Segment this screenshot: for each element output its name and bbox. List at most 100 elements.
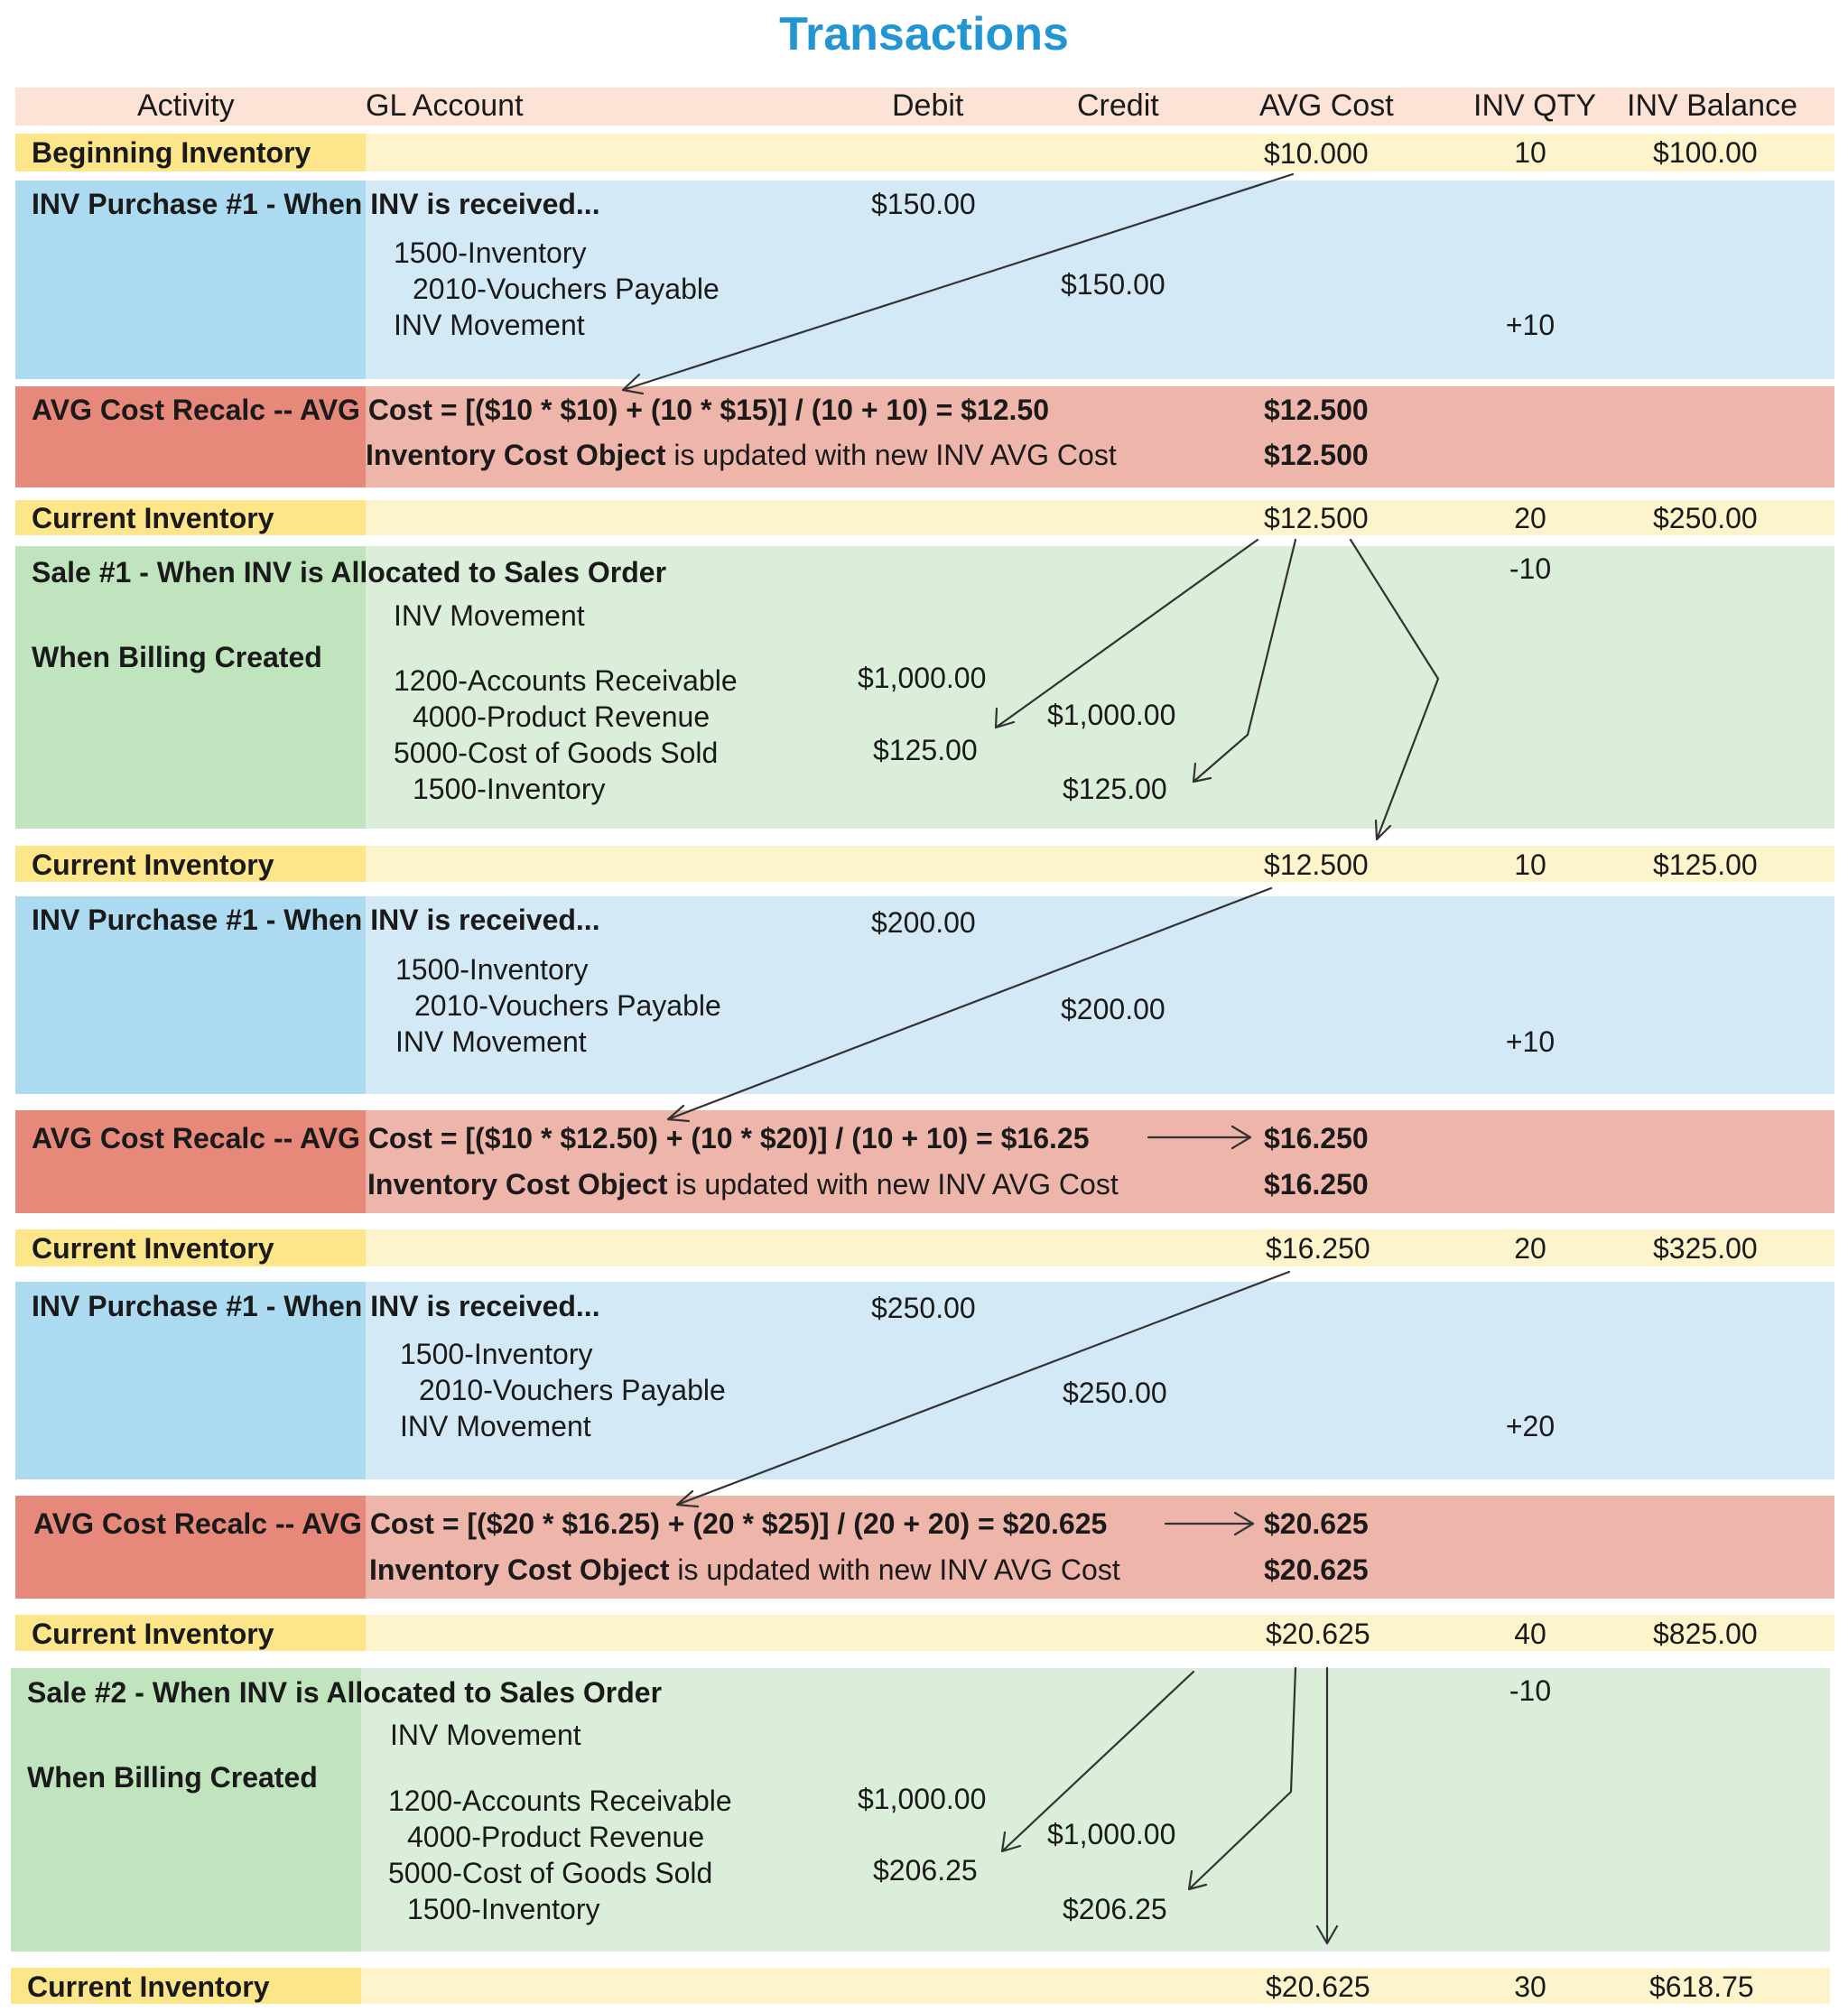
inventory-row-avg-cost: $20.625 [1266,1970,1370,2003]
sale-revenue-credit: $1,000.00 [1047,1818,1176,1850]
sale-revenue-credit: $1,000.00 [1047,699,1176,731]
recalc-note-text: is updated with new INV AVG Cost [667,1168,1119,1201]
purchase-account-vouchers: 2010-Vouchers Payable [414,989,721,1022]
purchase-activity-label: INV Purchase #1 - When INV is received..… [32,904,600,936]
inventory-row-balance: $618.75 [1649,1970,1754,2003]
recalc-activity-cell [15,1110,366,1213]
purchase-qty: +10 [1505,1025,1555,1058]
inventory-row-qty: 10 [1514,848,1546,881]
purchase-account-inventory: 1500-Inventory [400,1338,593,1370]
column-header-avg-cost: AVG Cost [1259,88,1394,123]
purchase-credit: $150.00 [1061,268,1165,301]
recalc-band [366,386,1834,487]
sale-billing-label: When Billing Created [32,641,322,673]
purchase-account-vouchers: 2010-Vouchers Payable [419,1374,726,1406]
recalc-avg-cost: $16.250 [1264,1122,1369,1154]
inventory-row-avg-cost: $12.500 [1264,502,1369,534]
purchase-inv-movement: INV Movement [400,1410,591,1442]
sale-activity-cell [11,1668,361,1952]
inventory-row-label: Current Inventory [32,502,274,534]
inventory-row-balance: $325.00 [1653,1232,1758,1265]
inventory-row-label-cell [15,846,366,882]
inventory-row-label: Current Inventory [32,1232,274,1265]
inventory-row-label-cell [15,1615,366,1651]
purchase-account-inventory: 1500-Inventory [395,953,589,986]
inventory-row-band [366,846,1834,882]
inventory-row-band [366,1615,1834,1651]
inventory-row-avg-cost: $16.250 [1266,1232,1370,1265]
purchase-qty: +10 [1505,309,1555,341]
column-header-bar [15,88,1834,125]
column-header-debit: Debit [892,88,964,123]
purchase-activity-cell [15,896,366,1094]
inventory-row-qty: 20 [1514,1232,1546,1265]
inventory-row-label-cell [15,1229,366,1266]
sale-account-revenue: 4000-Product Revenue [407,1821,705,1853]
purchase-activity-cell [15,181,366,379]
inventory-row-band [361,1968,1830,2004]
sale-ar-debit: $1,000.00 [858,1783,987,1815]
inventory-row-balance: $250.00 [1653,502,1758,534]
purchase-inv-movement: INV Movement [394,309,585,341]
purchase-account-inventory: 1500-Inventory [394,236,587,269]
purchase-debit: $150.00 [871,188,976,220]
purchase-debit: $200.00 [871,906,976,939]
purchase-credit: $250.00 [1063,1377,1167,1409]
sale-inventory-credit: $206.25 [1063,1893,1167,1925]
sale-inv-movement: INV Movement [390,1719,581,1751]
recalc-activity-cell [15,386,366,487]
purchase-inv-movement: INV Movement [395,1025,587,1058]
inventory-row-balance: $100.00 [1653,136,1758,169]
purchase-activity-label: INV Purchase #1 - When INV is received..… [32,188,600,220]
sale-account-ar: 1200-Accounts Receivable [388,1785,732,1817]
purchase-credit: $200.00 [1061,993,1165,1025]
purchase-debit: $250.00 [871,1292,976,1324]
purchase-activity-label: INV Purchase #1 - When INV is received..… [32,1290,600,1322]
sale-account-inventory: 1500-Inventory [413,773,606,805]
column-header-credit: Credit [1077,88,1159,123]
purchase-account-vouchers: 2010-Vouchers Payable [413,273,720,305]
recalc-note: Inventory Cost Object is updated with ne… [366,439,1117,472]
sale-cogs-debit: $206.25 [873,1854,978,1887]
inventory-row-avg-cost: $12.500 [1264,848,1369,881]
column-header-inv-qty: INV QTY [1473,88,1597,123]
recalc-activity-cell [15,1496,366,1599]
sale-ar-debit: $1,000.00 [858,662,987,694]
recalc-band [366,1496,1834,1599]
sale-account-ar: 1200-Accounts Receivable [394,664,738,697]
inventory-row-band [366,500,1834,535]
sale-inventory-credit: $125.00 [1063,773,1167,805]
inventory-row-label: Beginning Inventory [32,136,311,169]
page-title: Transactions [779,8,1069,60]
inventory-row-band [366,134,1834,172]
inventory-row-balance: $825.00 [1653,1618,1758,1650]
recalc-note-text: is updated with new INV AVG Cost [669,1553,1120,1586]
inventory-row-label-cell [11,1968,361,2004]
recalc-avg-cost: $20.625 [1264,1507,1369,1540]
sale-account-inventory: 1500-Inventory [407,1893,600,1925]
column-header-gl-account: GL Account [366,88,524,123]
recalc-note: Inventory Cost Object is updated with ne… [367,1168,1119,1201]
recalc-note-object: Inventory Cost Object [369,1553,670,1586]
recalc-note: Inventory Cost Object is updated with ne… [369,1553,1120,1587]
column-header-inv-balance: INV Balance [1627,88,1797,123]
inventory-row-qty: 20 [1514,502,1546,534]
recalc-band [366,1110,1834,1213]
sale-account-revenue: 4000-Product Revenue [413,700,710,733]
column-header-activity: Activity [137,88,235,123]
sale-qty: -10 [1509,1674,1552,1707]
sale-activity-cell [15,546,366,829]
inventory-row-label: Current Inventory [32,848,274,881]
sale-cogs-debit: $125.00 [873,734,978,766]
inventory-row-label-cell [15,500,366,535]
recalc-avg-cost-updated: $16.250 [1264,1168,1369,1201]
recalc-formula: AVG Cost Recalc -- AVG Cost = [($10 * $1… [32,394,1050,426]
recalc-formula: AVG Cost Recalc -- AVG Cost = [($20 * $1… [33,1507,1108,1540]
inventory-row-label: Current Inventory [27,1970,270,2003]
inventory-row-avg-cost: $20.625 [1266,1618,1370,1650]
sale-account-cogs: 5000-Cost of Goods Sold [388,1857,713,1889]
inventory-row-label-cell [15,134,366,172]
purchase-qty: +20 [1505,1410,1555,1442]
sale-billing-label: When Billing Created [27,1761,318,1794]
sale-account-cogs: 5000-Cost of Goods Sold [394,737,719,769]
